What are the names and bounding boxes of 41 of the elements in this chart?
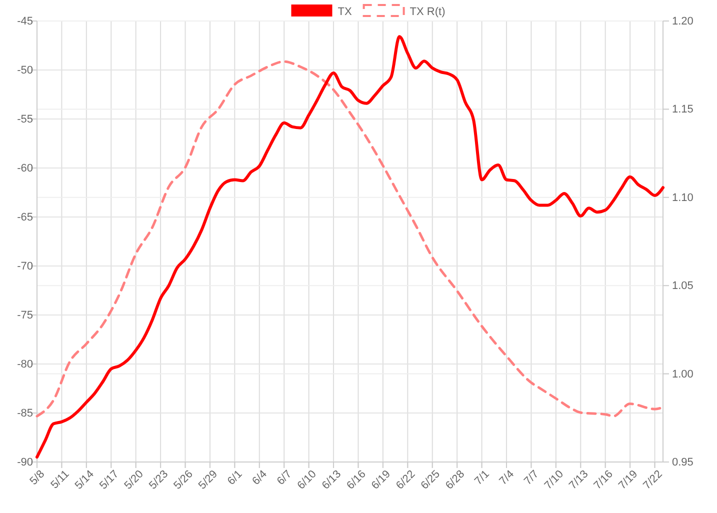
y-tick-label: -70 [17, 260, 33, 273]
y2-tick-label: 1.00 [672, 368, 694, 380]
x-tick-label: 6/13 [320, 468, 344, 492]
x-tick-label: 5/29 [196, 468, 220, 492]
x-tick-label: 6/28 [443, 468, 468, 492]
y-tick-label: -60 [17, 162, 33, 175]
x-tick-label: 7/16 [592, 468, 616, 492]
x-tick-label: 5/20 [122, 468, 146, 492]
y-tick-label: -55 [17, 114, 33, 126]
y2-tick-label: 1.05 [672, 280, 694, 292]
x-tick-label: 7/7 [522, 468, 542, 488]
x-tick-label: 6/4 [250, 468, 270, 488]
x-tick-label: 5/11 [48, 468, 72, 492]
y-tick-label: -45 [17, 16, 33, 28]
x-tick-label: 7/1 [472, 468, 492, 488]
y-tick-label: -50 [17, 64, 33, 77]
x-tick-label: 6/16 [344, 468, 368, 492]
y-tick-label: -85 [17, 408, 33, 420]
legend-label: TX [338, 6, 352, 18]
x-tick-label: 7/22 [641, 468, 665, 492]
y-tick-label: -65 [17, 212, 33, 224]
x-tick-label: 7/19 [616, 468, 640, 492]
x-tick-label: 7/4 [497, 468, 517, 488]
y-tick-label: -75 [17, 310, 33, 322]
x-tick-label: 5/8 [28, 468, 48, 488]
x-tick-label: 7/10 [542, 468, 566, 492]
y2-tick-label: 1.20 [672, 16, 694, 28]
y2-tick-label: 1.10 [672, 192, 694, 204]
y2-tick-label: 1.15 [672, 104, 694, 116]
x-tick-label: 6/25 [418, 468, 442, 492]
y-tick-label: -80 [17, 358, 33, 371]
x-tick-label: 6/22 [394, 468, 418, 492]
legend-label: TX R(t) [410, 6, 446, 18]
x-tick-label: 7/13 [567, 468, 591, 492]
line-series [36, 35, 664, 459]
y-tick-label: -90 [17, 456, 33, 469]
y2-tick-label: 0.95 [672, 456, 694, 469]
x-tick-label: 6/19 [369, 468, 393, 492]
x-tick-label: 6/10 [295, 468, 319, 492]
x-tick-label: 6/7 [274, 468, 294, 488]
x-tick-label: 6/1 [225, 468, 245, 488]
